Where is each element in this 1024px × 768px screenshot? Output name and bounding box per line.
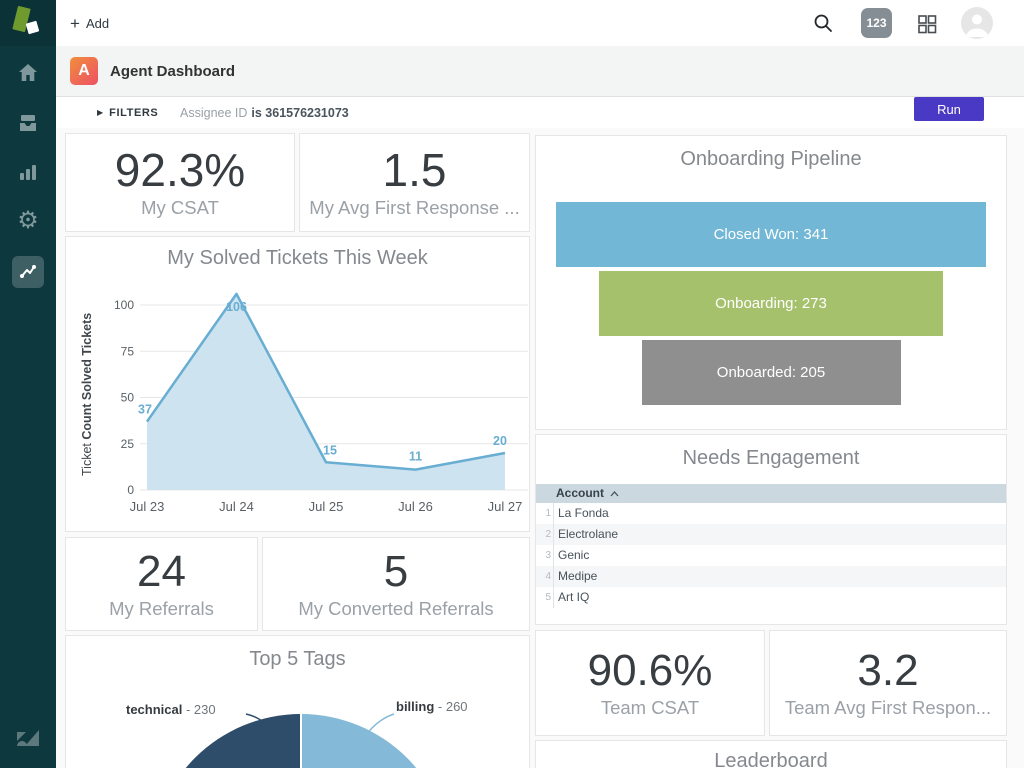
kpi-my-first-response: 1.5 My Avg First Response ... [299,133,530,232]
run-button[interactable]: Run [914,97,984,121]
needs-engagement-table: Account 1 La Fonda 2 Electrolane 3 Genic 4 Medi… [536,484,1006,608]
plus-icon: + [70,13,80,33]
pie-label-technical: technical - 230 [126,702,216,717]
svg-text:11: 11 [409,450,422,464]
chevron-right-icon: ▶ [97,108,104,117]
top-tags-widget: Top 5 Tags technical - 230 billing - 260 [65,635,530,768]
kpi-my-csat-value: 92.3% [114,143,246,196]
search-icon[interactable] [812,12,834,34]
svg-text:0: 0 [127,483,134,497]
kpi-team-csat-value: 90.6% [587,646,713,696]
account-row[interactable]: 3 Genic [536,545,1006,566]
top-bar: + Add 123 [56,0,1024,47]
filter-value: is 361576231073 [251,105,349,120]
home-icon[interactable] [17,62,39,84]
sort-ascending-icon [610,490,619,496]
pie-slice-billing[interactable] [302,714,451,768]
add-button[interactable]: + Add [70,0,109,46]
filter-bar: ▶ FILTERS Assignee ID is 361576231073 Ru… [56,97,1024,129]
account-row[interactable]: 4 Medipe [536,566,1006,587]
kpi-my-referrals-label: My Referrals [109,597,214,619]
dashboard-logo: A [70,57,98,85]
kpi-my-csat: 92.3% My CSAT [65,133,295,232]
apps-grid-icon[interactable] [916,13,938,35]
svg-text:Jul 25: Jul 25 [309,499,344,514]
filters-label: FILTERS [109,106,159,119]
product-logo[interactable] [0,0,56,46]
filter-field: Assignee ID [180,105,248,120]
run-button-label: Run [937,101,961,117]
account-row[interactable]: 1 La Fonda [536,503,1006,524]
svg-text:106: 106 [226,300,247,314]
add-button-label: Add [85,15,110,31]
svg-text:Jul 23: Jul 23 [130,499,165,514]
svg-text:Jul 24: Jul 24 [219,499,254,514]
svg-text:Jul 26: Jul 26 [398,499,433,514]
kpi-my-first-response-label: My Avg First Response ... [309,197,520,219]
leaderboard-title: Leaderboard [714,750,828,768]
kpi-team-first-response-value: 3.2 [857,646,919,696]
solved-tickets-chart[interactable]: 0 25 50 75 100 37 106 15 11 20 Jul 23 Jul 24 Jul 25 J… [114,283,530,518]
dashboard-canvas: 92.3% My CSAT 1.5 My Avg First Response … [56,128,1024,768]
kpi-my-referrals: 24 My Referrals [65,537,258,631]
user-avatar[interactable] [961,7,993,39]
svg-text:100: 100 [114,298,134,312]
zendesk-logo-icon [15,729,41,749]
pie-label-billing: billing - 260 [396,699,468,714]
kpi-my-first-response-value: 1.5 [382,143,447,196]
product-logo-white-tile [25,20,40,35]
svg-text:Jul 27: Jul 27 [488,499,523,514]
dashboard-logo-letter: A [78,62,90,79]
solved-tickets-widget: My Solved Tickets This Week Ticket Count… [65,236,530,532]
kpi-my-csat-label: My CSAT [141,197,219,219]
funnel-stage-closed-won[interactable]: Closed Won: 341 [556,202,986,267]
kpi-team-first-response-label: Team Avg First Respon... [784,696,992,718]
leaderboard-widget: Leaderboard [535,740,1007,768]
svg-text:15: 15 [323,443,337,457]
kpi-team-first-response: 3.2 Team Avg First Respon... [769,630,1007,736]
kpi-my-converted-referrals-label: My Converted Referrals [298,597,494,619]
svg-text:50: 50 [121,391,135,405]
needs-engagement-widget: Needs Engagement Account 1 La Fonda 2 Elect… [535,434,1007,625]
kpi-my-converted-referrals: 5 My Converted Referrals [262,537,530,631]
counter-badge-value: 123 [866,16,887,30]
svg-text:75: 75 [121,344,135,358]
kpi-my-converted-referrals-value: 5 [383,547,409,597]
solved-tickets-title: My Solved Tickets This Week [167,247,428,269]
counter-badge[interactable]: 123 [861,8,892,38]
dashboard-header: A Agent Dashboard [56,46,1024,97]
filters-toggle[interactable]: ▶ FILTERS [97,97,158,128]
account-row[interactable]: 5 Art IQ [536,587,1006,608]
top-tags-pie[interactable] [151,714,451,768]
kpi-my-referrals-value: 24 [137,547,186,597]
page-title: Agent Dashboard [110,62,236,80]
funnel-stage-onboarding[interactable]: Onboarding: 273 [599,271,943,336]
kpi-team-csat: 90.6% Team CSAT [535,630,765,736]
queues-icon[interactable] [17,112,39,134]
funnel-chart: Closed Won: 341 Onboarding: 273 Onboarded:… [536,202,1006,409]
account-column-label: Account [556,486,604,500]
account-row[interactable]: 2 Electrolane [536,524,1006,545]
svg-text:25: 25 [121,437,135,451]
funnel-stage-onboarded[interactable]: Onboarded: 205 [641,340,901,405]
svg-text:37: 37 [138,403,152,417]
y-axis-label: Ticket Count Solved Tickets [80,312,94,477]
onboarding-pipeline-title: Onboarding Pipeline [680,148,862,170]
account-column-header[interactable]: Account [536,484,1006,503]
onboarding-pipeline-widget: Onboarding Pipeline Closed Won: 341 Onboa… [535,135,1007,430]
trend-icon [20,265,36,278]
needs-engagement-title: Needs Engagement [682,447,860,469]
sidebar: ⚙ [0,0,56,768]
kpi-team-csat-label: Team CSAT [600,696,700,718]
svg-text:20: 20 [493,434,507,448]
account-rows: 1 La Fonda 2 Electrolane 3 Genic 4 Medipe 5 Art I… [536,503,1006,608]
filter-condition[interactable]: Assignee ID is 361576231073 [180,97,349,128]
settings-gear-icon[interactable]: ⚙ [17,207,39,234]
reports-icon[interactable] [17,161,39,183]
pie-slice-technical[interactable] [151,714,300,768]
dashboards-active-icon[interactable] [12,256,44,288]
top-tags-title: Top 5 Tags [249,648,346,670]
